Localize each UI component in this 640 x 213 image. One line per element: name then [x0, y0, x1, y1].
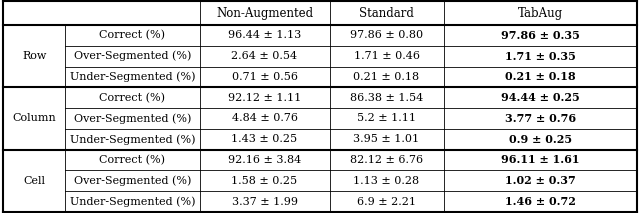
Text: 3.77 ± 0.76: 3.77 ± 0.76: [504, 113, 576, 124]
Text: 82.12 ± 6.76: 82.12 ± 6.76: [350, 155, 423, 165]
Text: 86.38 ± 1.54: 86.38 ± 1.54: [350, 93, 423, 103]
Text: Non-Augmented: Non-Augmented: [216, 7, 313, 20]
Text: 1.58 ± 0.25: 1.58 ± 0.25: [232, 176, 298, 186]
Text: 1.71 ± 0.35: 1.71 ± 0.35: [505, 51, 575, 62]
Text: 96.11 ± 1.61: 96.11 ± 1.61: [501, 154, 579, 166]
Text: 1.71 ± 0.46: 1.71 ± 0.46: [353, 51, 420, 61]
Text: 0.71 ± 0.56: 0.71 ± 0.56: [232, 72, 298, 82]
Text: Column: Column: [12, 114, 56, 124]
Text: 1.13 ± 0.28: 1.13 ± 0.28: [353, 176, 420, 186]
Text: 6.9 ± 2.21: 6.9 ± 2.21: [357, 197, 416, 207]
Text: 5.2 ± 1.11: 5.2 ± 1.11: [357, 114, 416, 124]
Text: 94.44 ± 0.25: 94.44 ± 0.25: [501, 92, 580, 103]
Text: Correct (%): Correct (%): [99, 92, 166, 103]
Text: Over-Segmented (%): Over-Segmented (%): [74, 113, 191, 124]
Text: 3.37 ± 1.99: 3.37 ± 1.99: [232, 197, 298, 207]
Text: TabAug: TabAug: [518, 7, 563, 20]
Text: Under-Segmented (%): Under-Segmented (%): [70, 72, 195, 82]
Text: Correct (%): Correct (%): [99, 30, 166, 40]
Text: 0.9 ± 0.25: 0.9 ± 0.25: [509, 134, 572, 145]
Text: 1.46 ± 0.72: 1.46 ± 0.72: [505, 196, 575, 207]
Text: Under-Segmented (%): Under-Segmented (%): [70, 134, 195, 144]
Text: 1.43 ± 0.25: 1.43 ± 0.25: [232, 134, 298, 144]
Text: Under-Segmented (%): Under-Segmented (%): [70, 196, 195, 207]
Text: Over-Segmented (%): Over-Segmented (%): [74, 51, 191, 61]
Text: Standard: Standard: [359, 7, 414, 20]
Text: Row: Row: [22, 51, 47, 61]
Text: Over-Segmented (%): Over-Segmented (%): [74, 176, 191, 186]
Text: Correct (%): Correct (%): [99, 155, 166, 165]
Text: 96.44 ± 1.13: 96.44 ± 1.13: [228, 30, 301, 40]
Text: 92.12 ± 1.11: 92.12 ± 1.11: [228, 93, 301, 103]
Text: 97.86 ± 0.80: 97.86 ± 0.80: [350, 30, 423, 40]
Text: 2.64 ± 0.54: 2.64 ± 0.54: [232, 51, 298, 61]
Text: 0.21 ± 0.18: 0.21 ± 0.18: [353, 72, 420, 82]
Text: 0.21 ± 0.18: 0.21 ± 0.18: [505, 71, 575, 82]
Text: 92.16 ± 3.84: 92.16 ± 3.84: [228, 155, 301, 165]
Text: 3.95 ± 1.01: 3.95 ± 1.01: [353, 134, 420, 144]
Text: Cell: Cell: [23, 176, 45, 186]
Text: 4.84 ± 0.76: 4.84 ± 0.76: [232, 114, 298, 124]
Text: 1.02 ± 0.37: 1.02 ± 0.37: [505, 175, 575, 186]
Text: 97.86 ± 0.35: 97.86 ± 0.35: [500, 30, 580, 41]
